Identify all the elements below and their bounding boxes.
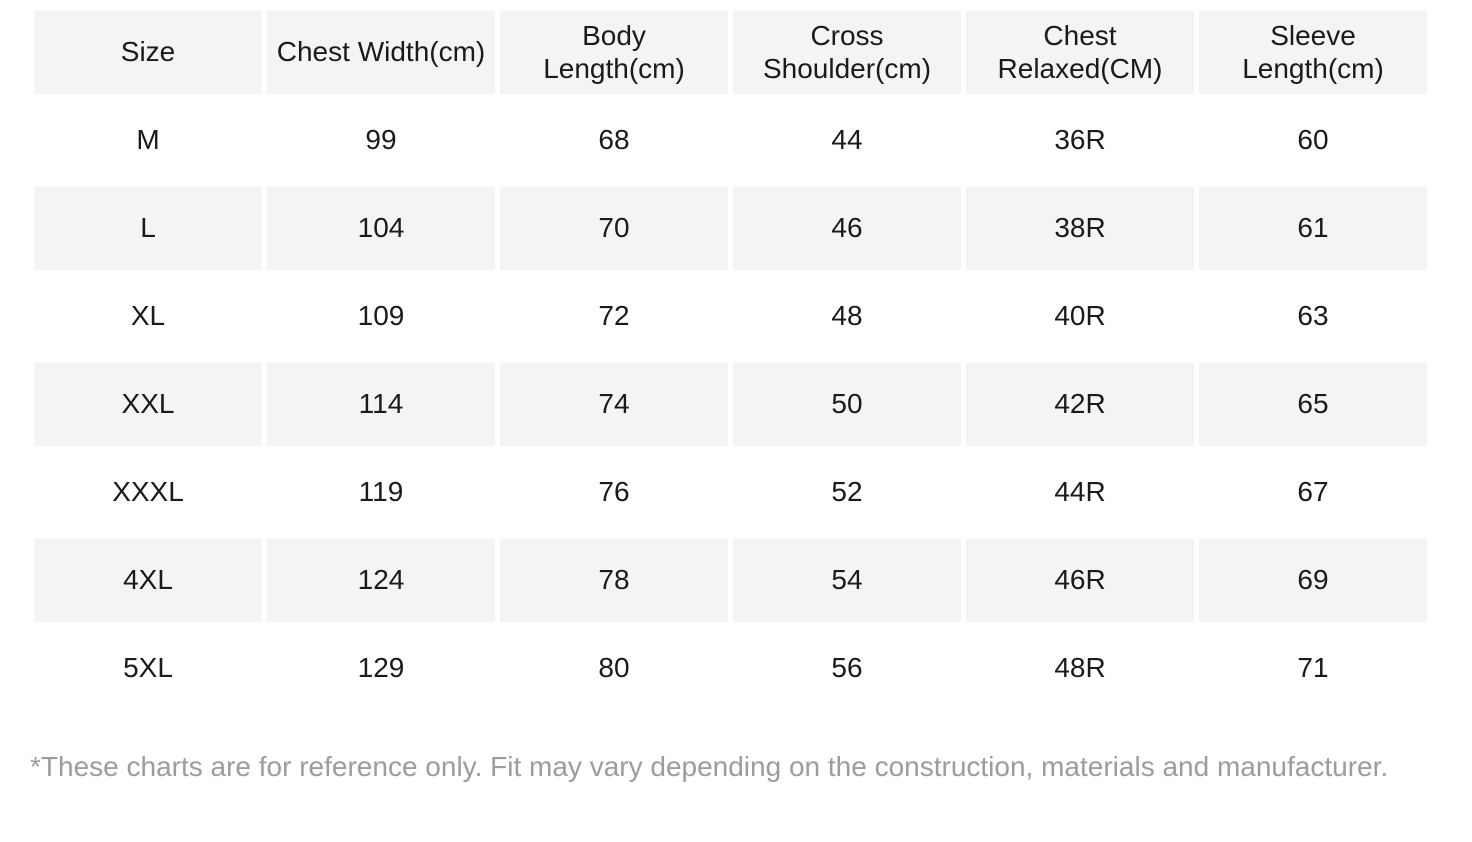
table-cell: XXL: [34, 363, 262, 446]
table-cell: M: [136, 124, 160, 156]
table-cell: 42R: [966, 363, 1194, 446]
table-cell: 46: [733, 187, 961, 270]
column-header-cross-shoulder: Cross Shoulder(cm): [733, 11, 961, 94]
table-cell: 109: [357, 300, 405, 332]
table-cell: 70: [500, 187, 728, 270]
table-row-5xl: 5XL 129 80 56 48R 71: [34, 627, 1427, 710]
table-cell: 124: [267, 539, 495, 622]
table-cell: 4XL: [34, 539, 262, 622]
table-cell: 114: [267, 363, 495, 446]
table-cell: 72: [598, 300, 630, 332]
column-header-chest-relaxed: Chest Relaxed(CM): [966, 11, 1194, 94]
size-chart-table: Size Chest Width(cm) Body Length(cm) Cro…: [29, 6, 1432, 715]
table-cell: 50: [733, 363, 961, 446]
column-header-sleeve-length: Sleeve Length(cm): [1199, 11, 1427, 94]
table-cell: 71: [1297, 652, 1329, 684]
table-cell: 5XL: [123, 652, 173, 684]
table-cell: 36R: [1054, 124, 1106, 156]
table-cell: 104: [267, 187, 495, 270]
table-cell: 68: [598, 124, 630, 156]
table-cell: 56: [831, 652, 863, 684]
table-cell: 65: [1199, 363, 1427, 446]
table-cell: 60: [1297, 124, 1329, 156]
table-cell: 74: [500, 363, 728, 446]
column-header-body-length: Body Length(cm): [500, 11, 728, 94]
table-cell: 119: [358, 476, 404, 508]
table-row-xxl: XXL 114 74 50 42R 65: [34, 363, 1427, 446]
table-cell: 40R: [1054, 300, 1106, 332]
table-cell: L: [34, 187, 262, 270]
table-row-l: L 104 70 46 38R 61: [34, 187, 1427, 270]
column-header-chest-width: Chest Width(cm): [267, 11, 495, 94]
table-cell: 99: [365, 124, 397, 156]
table-cell: 69: [1199, 539, 1427, 622]
table-cell: 76: [598, 476, 630, 508]
table-cell: XXXL: [112, 476, 184, 508]
table-row-4xl: 4XL 124 78 54 46R 69: [34, 539, 1427, 622]
table-cell: 129: [357, 652, 405, 684]
table-cell: 48: [831, 300, 863, 332]
header-row: Size Chest Width(cm) Body Length(cm) Cro…: [34, 11, 1427, 94]
table-row-xxxl: XXXL 119 76 52 44R 67: [34, 451, 1427, 534]
size-chart-body: M 99 68 44 36R 60 L 104 70 46 38R 61 XL …: [34, 99, 1427, 710]
table-row-xl: XL 109 72 48 40R 63: [34, 275, 1427, 358]
table-cell: 80: [598, 652, 630, 684]
size-chart-panel: Size Chest Width(cm) Body Length(cm) Cro…: [0, 6, 1472, 785]
table-cell: 67: [1297, 476, 1329, 508]
table-cell: 48R: [1054, 652, 1106, 684]
table-row-m: M 99 68 44 36R 60: [34, 99, 1427, 182]
table-cell: 54: [733, 539, 961, 622]
table-cell: 44R: [1054, 476, 1106, 508]
column-header-size: Size: [34, 11, 262, 94]
table-cell: XL: [130, 300, 166, 332]
table-cell: 63: [1297, 300, 1329, 332]
table-cell: 44: [831, 124, 863, 156]
table-cell: 38R: [966, 187, 1194, 270]
size-chart-header: Size Chest Width(cm) Body Length(cm) Cro…: [34, 11, 1427, 94]
size-chart-footnote: *These charts are for reference only. Fi…: [30, 751, 1389, 782]
table-cell: 78: [500, 539, 728, 622]
table-cell: 61: [1199, 187, 1427, 270]
table-cell: 46R: [966, 539, 1194, 622]
table-cell: 52: [831, 476, 863, 508]
